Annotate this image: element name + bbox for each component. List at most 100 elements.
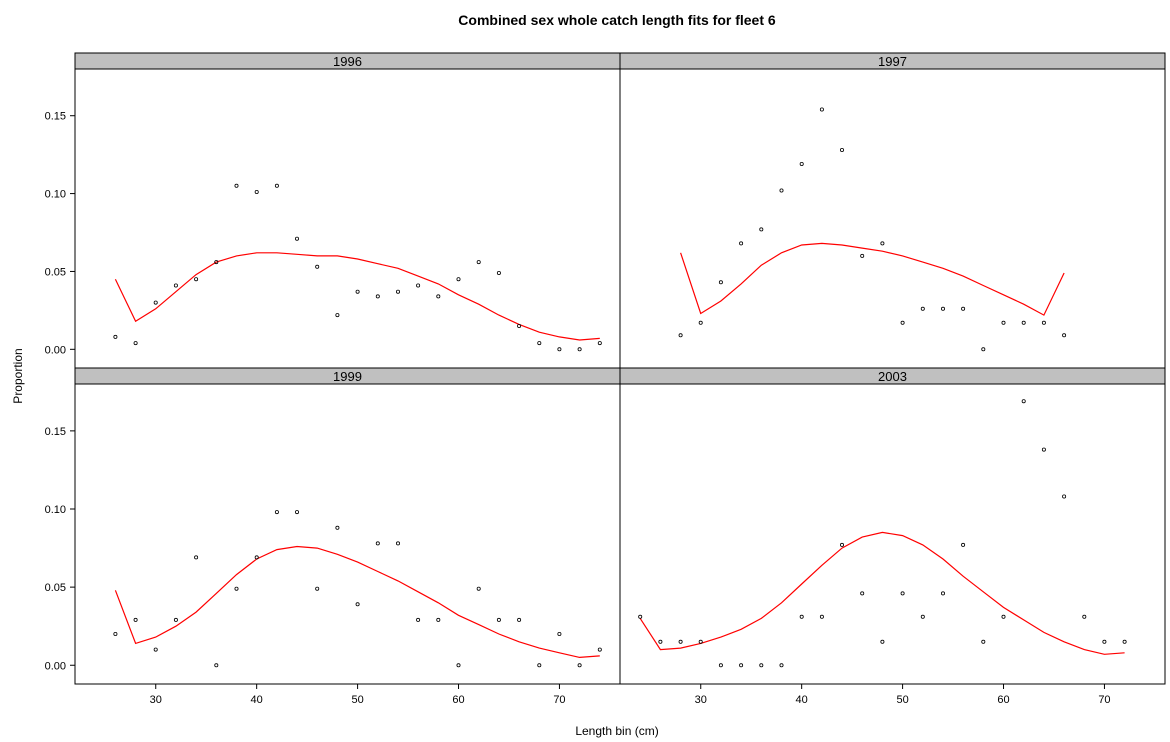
y-axis-label: Proportion <box>11 348 25 403</box>
observed-point <box>860 591 865 596</box>
observed-point <box>234 586 239 591</box>
observed-point <box>436 294 441 299</box>
observed-point <box>1122 639 1127 644</box>
strip-label-1999: 1999 <box>333 369 362 384</box>
observed-point <box>900 591 905 596</box>
observed-point <box>779 663 784 668</box>
observed-point <box>698 320 703 325</box>
observed-point <box>840 147 845 152</box>
x-tick-label: 60 <box>997 694 1009 706</box>
x-tick-label: 70 <box>553 694 565 706</box>
observed-point <box>840 542 845 547</box>
expected-line-1997 <box>680 242 1065 316</box>
observed-point <box>557 632 562 637</box>
observed-point <box>294 510 299 515</box>
observed-point <box>981 639 986 644</box>
x-tick-label: 70 <box>1098 694 1110 706</box>
panel-1997: 1997 <box>619 52 1166 369</box>
y-tick-label: 0.00 <box>45 660 66 672</box>
observed-point <box>759 227 764 232</box>
observed-point <box>234 183 239 188</box>
observed-point <box>1041 447 1046 452</box>
observed-point <box>436 617 441 622</box>
observed-point <box>355 289 360 294</box>
observed-point <box>718 280 723 285</box>
observed-point <box>113 632 118 637</box>
observed-point <box>375 294 380 299</box>
panel-1999: 1999 <box>74 367 621 685</box>
observed-point <box>476 260 481 265</box>
observed-point <box>173 283 178 288</box>
x-tick-label: 30 <box>150 694 162 706</box>
observed-point <box>860 253 865 258</box>
panel-frame-1996 <box>74 68 621 369</box>
observed-point <box>577 663 582 668</box>
observed-point <box>133 617 138 622</box>
observed-point <box>981 347 986 352</box>
observed-point <box>961 306 966 311</box>
observed-point <box>537 341 542 346</box>
observed-point <box>456 277 461 282</box>
strip-label-1996: 1996 <box>333 54 362 69</box>
observed-point <box>476 586 481 591</box>
panel-frame-2003 <box>619 383 1166 685</box>
observed-point <box>1102 639 1107 644</box>
observed-point <box>638 614 643 619</box>
y-tick-label: 0.05 <box>45 266 66 278</box>
observed-point <box>113 334 118 339</box>
panel-frame-1997 <box>619 68 1166 369</box>
expected-line-2003 <box>639 531 1125 655</box>
observed-point <box>819 107 824 112</box>
observed-point <box>759 663 764 668</box>
observed-point <box>355 602 360 607</box>
observed-point <box>900 320 905 325</box>
observed-point <box>395 541 400 546</box>
observed-point <box>416 617 421 622</box>
observed-point <box>153 300 158 305</box>
observed-point <box>254 189 259 194</box>
observed-point <box>173 617 178 622</box>
x-tick-label: 60 <box>452 694 464 706</box>
observed-point <box>133 341 138 346</box>
panels-layer: 1996 1997 1999 2003 0.00 0.05 0.10 0.15 0.00 0.05… <box>45 52 1166 706</box>
observed-point <box>537 663 542 668</box>
x-tick-label: 40 <box>251 694 263 706</box>
observed-point <box>739 241 744 246</box>
observed-point <box>254 555 259 560</box>
observed-point <box>335 313 340 318</box>
observed-point <box>819 614 824 619</box>
observed-point <box>315 586 320 591</box>
observed-point <box>416 283 421 288</box>
observed-point <box>517 617 522 622</box>
strip-label-2003: 2003 <box>878 369 907 384</box>
x-axis-label: Length bin (cm) <box>575 724 658 738</box>
observed-point <box>880 241 885 246</box>
y-tick-label: 0.15 <box>45 426 66 438</box>
observed-point <box>496 617 501 622</box>
observed-point <box>294 236 299 241</box>
x-tick-label: 30 <box>695 694 707 706</box>
observed-point <box>597 341 602 346</box>
observed-point <box>1062 494 1067 499</box>
observed-point <box>375 541 380 546</box>
panel-frame-1999 <box>74 383 621 685</box>
observed-point <box>274 510 279 515</box>
observed-point <box>941 306 946 311</box>
y-tick-label: 0.10 <box>45 189 66 201</box>
strip-label-1997: 1997 <box>878 54 907 69</box>
observed-point <box>214 260 219 265</box>
panel-1996: 1996 <box>74 52 621 369</box>
observed-point <box>194 555 199 560</box>
observed-point <box>941 591 946 596</box>
x-tick-label: 50 <box>896 694 908 706</box>
x-tick-label: 50 <box>351 694 363 706</box>
observed-point <box>214 663 219 668</box>
observed-point <box>799 161 804 166</box>
observed-point <box>557 347 562 352</box>
observed-point <box>597 647 602 652</box>
observed-point <box>1001 320 1006 325</box>
observed-point <box>335 525 340 530</box>
observed-point <box>496 270 501 275</box>
observed-point <box>880 639 885 644</box>
